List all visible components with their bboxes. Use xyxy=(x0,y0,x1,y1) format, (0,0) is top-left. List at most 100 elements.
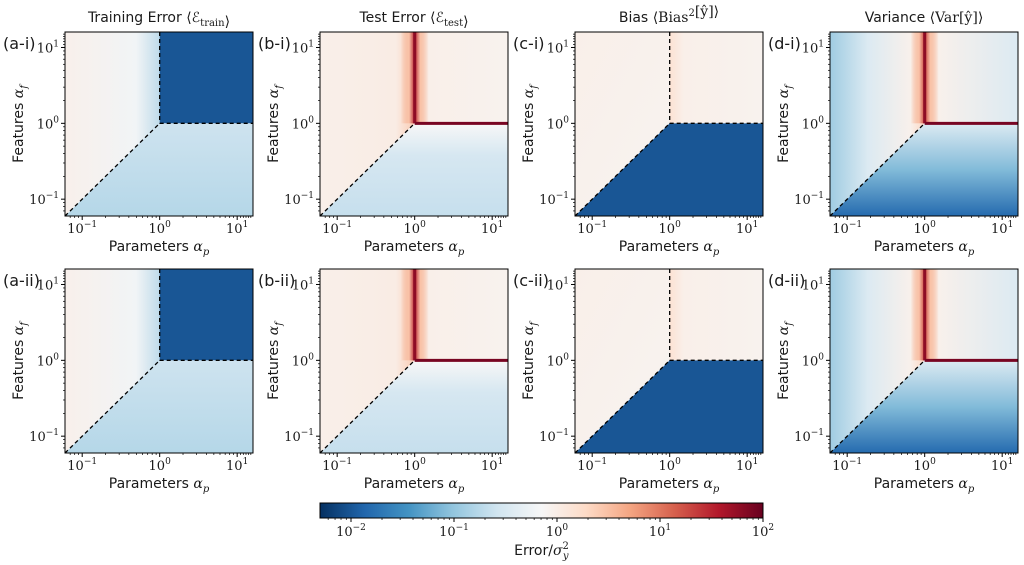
x-tick-label: 100 xyxy=(659,457,682,474)
y-tick-label: 10−1 xyxy=(284,428,314,445)
x-tick-label: 100 xyxy=(914,457,937,474)
colorbar-tick-label: 100 xyxy=(546,523,569,540)
x-tick-label: 10−1 xyxy=(577,457,607,474)
boundary-diagonal xyxy=(64,122,161,217)
boundary-diagonal xyxy=(574,122,671,217)
region-upper-left xyxy=(830,269,925,453)
region-upper-right xyxy=(669,32,763,124)
panel-frame xyxy=(829,31,1019,217)
heatmap-panel-a-i: 10−1 10−1 100 100 101 101 Parameters αp Feature… xyxy=(3,31,254,258)
heatmap-panel-a-ii: 10−1 10−1 100 100 101 101 Parameters αp Feature… xyxy=(3,268,254,495)
region-upper-right xyxy=(159,32,253,124)
x-tick-label: 10−1 xyxy=(322,457,352,474)
region-upper-left xyxy=(65,269,160,453)
boundary-diagonal xyxy=(829,359,926,454)
panel-label: (d-i) xyxy=(768,34,801,53)
panel-label: (b-ii) xyxy=(258,271,295,290)
x-tick-label: 10−1 xyxy=(67,457,97,474)
y-tick-label: 101 xyxy=(37,276,59,293)
panel-frame xyxy=(64,31,254,217)
column-title-bias: Bias ⟨Bias2[ŷ]⟩ xyxy=(619,3,719,26)
x-tick-label: 100 xyxy=(914,220,937,237)
panel-frame xyxy=(574,31,764,217)
x-tick-label: 100 xyxy=(404,220,427,237)
x-tick-label: 101 xyxy=(481,220,503,237)
region-upper-left xyxy=(575,32,670,216)
region-upper-left xyxy=(575,269,670,453)
region-lower xyxy=(320,360,508,453)
region-upper-right xyxy=(414,269,508,361)
heatmap-panel-c-i: 10−1 10−1 100 100 101 101 Parameters αp Feature… xyxy=(513,31,764,258)
y-tick-label: 101 xyxy=(547,39,569,56)
panel-label: (c-i) xyxy=(513,34,545,53)
y-tick-label: 100 xyxy=(37,352,60,369)
x-axis-label: Parameters αp xyxy=(109,239,210,258)
heatmap-panel-d-i: 10−1 10−1 100 100 101 101 Parameters αp Feature… xyxy=(768,31,1019,258)
panel-frame xyxy=(64,268,254,454)
region-upper-right xyxy=(414,32,508,124)
y-axis-label: Features αf xyxy=(266,83,285,163)
boundary-diagonal xyxy=(64,359,161,454)
y-tick-label: 101 xyxy=(802,39,824,56)
x-tick-label: 10−1 xyxy=(577,220,607,237)
heatmap-panel-b-i: 10−1 10−1 100 100 101 101 Parameters αp Feature… xyxy=(258,31,509,258)
heatmap-panel-c-ii: 10−1 10−1 100 100 101 101 Parameters αp Feature… xyxy=(513,268,764,495)
y-tick-label: 10−1 xyxy=(284,191,314,208)
x-tick-label: 101 xyxy=(226,220,248,237)
panel-label: (d-ii) xyxy=(768,271,805,290)
x-tick-label: 100 xyxy=(149,457,172,474)
x-tick-label: 101 xyxy=(226,457,248,474)
y-tick-label: 10−1 xyxy=(539,191,569,208)
boundary-diagonal xyxy=(574,359,671,454)
y-tick-label: 10−1 xyxy=(794,191,824,208)
colorbar-tick-label: 10−1 xyxy=(439,523,469,540)
x-axis-label: Parameters αp xyxy=(109,476,210,495)
column-title-train: Training Error ⟨ℰtrain⟩ xyxy=(87,10,230,30)
region-upper-left xyxy=(830,32,925,216)
x-tick-label: 101 xyxy=(481,457,503,474)
x-tick-label: 101 xyxy=(736,220,758,237)
region-upper-right xyxy=(924,269,1018,361)
y-tick-label: 10−1 xyxy=(29,428,59,445)
y-axis-label: Features αf xyxy=(521,320,540,400)
panel-label: (b-i) xyxy=(258,34,291,53)
x-axis-label: Parameters αp xyxy=(364,476,465,495)
region-lower xyxy=(320,123,508,216)
region-upper-right xyxy=(669,269,763,361)
region-lower xyxy=(65,123,253,216)
x-axis-label: Parameters αp xyxy=(364,239,465,258)
x-tick-label: 10−1 xyxy=(322,220,352,237)
y-axis-label: Features αf xyxy=(11,320,30,400)
y-tick-label: 100 xyxy=(547,115,570,132)
region-lower xyxy=(575,123,763,216)
x-axis-label: Parameters αp xyxy=(874,239,975,258)
panel-label: (a-i) xyxy=(3,34,36,53)
x-tick-label: 101 xyxy=(991,220,1013,237)
panel-label: (a-ii) xyxy=(3,271,40,290)
region-lower xyxy=(575,360,763,453)
colorbar-gradient xyxy=(319,502,764,519)
boundary-diagonal xyxy=(829,122,926,217)
y-tick-label: 10−1 xyxy=(539,428,569,445)
x-tick-label: 100 xyxy=(659,220,682,237)
y-axis-label: Features αf xyxy=(776,320,795,400)
x-axis-label: Parameters αp xyxy=(874,476,975,495)
y-tick-label: 100 xyxy=(547,352,570,369)
y-tick-label: 101 xyxy=(292,39,314,56)
y-axis-label: Features αf xyxy=(266,320,285,400)
y-tick-label: 100 xyxy=(802,115,825,132)
y-axis-label: Features αf xyxy=(11,83,30,163)
y-tick-label: 10−1 xyxy=(29,191,59,208)
boundary-diagonal xyxy=(319,359,416,454)
region-lower xyxy=(830,360,1018,453)
x-tick-label: 10−1 xyxy=(832,457,862,474)
y-tick-label: 100 xyxy=(37,115,60,132)
x-tick-label: 101 xyxy=(736,457,758,474)
colorbar-tick-label: 102 xyxy=(752,523,774,540)
panel-frame xyxy=(319,268,509,454)
y-axis-label: Features αf xyxy=(776,83,795,163)
y-tick-label: 101 xyxy=(547,276,569,293)
